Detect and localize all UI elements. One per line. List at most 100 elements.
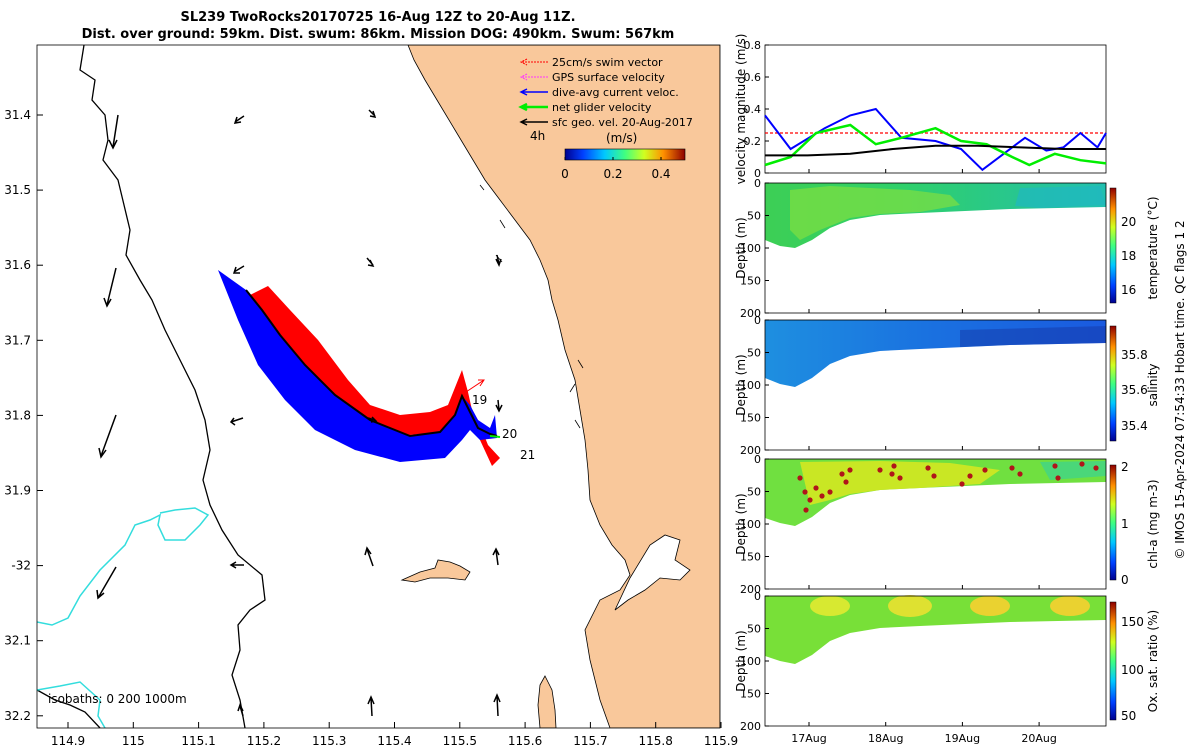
net-velocity-arrow [489,435,501,438]
chla-dot [847,467,853,473]
map-y-tick-label: 31.6 [4,258,31,272]
date-x-axis: 17Aug 18Aug 19Aug 20Aug [791,169,1057,745]
salinity-panel: 0 50 100 150 200 Depth (m) 35.8 35.6 35.4 sa… [734,314,1160,457]
temperature-colorbar [1109,187,1117,304]
velocity-y-tick-label: 0.4 [744,103,762,116]
depth-tick-label: 0 [754,590,761,603]
chla-dot [1093,465,1099,471]
chla-dot [1017,471,1023,477]
chla-y-label: Depth (m) [734,493,748,554]
oxygen-cbar-tick-100: 100 [1121,663,1144,677]
depth-tick-label: 200 [740,583,761,596]
depth-tick-label: 50 [747,486,761,499]
oxygen-cbar-tick-50: 50 [1121,709,1136,723]
chla-dot [839,471,845,477]
depth-tick-label: 150 [740,275,761,288]
depth-tick-label: 0 [754,453,761,466]
map-cbar-tick-label: 0.2 [603,167,622,181]
depth-tick-label: 200 [740,720,761,733]
temperature-cool-patch [1015,186,1106,208]
map-y-tick-label: 32.1 [4,634,31,648]
sfc-arrow [367,416,378,423]
map-y-tick-label: 31.4 [4,108,31,122]
legend-item-dive-avg: dive-avg current veloc. [519,86,679,99]
sfc-arrow [108,114,119,150]
map-y-tick-label: 31.8 [4,408,31,422]
title-line-2: Dist. over ground: 59km. Dist. swum: 86k… [82,27,675,42]
map-colorbar-title: (m/s) [606,131,637,145]
chla-cbar-label: chl-a (mg m-3) [1146,479,1160,568]
chla-panel: 0 50 100 150 200 Depth (m) 2 1 0 chl-a (mg m… [734,453,1160,596]
chla-cbar-tick-0: 0 [1121,573,1129,587]
chla-dot [925,465,931,471]
chla-dot [1079,461,1085,467]
temperature-y-axis: 0 50 100 150 200 [740,177,769,320]
map-colorbar-ticks: 0 0.2 0.4 [561,157,671,181]
chla-colorbar [1109,464,1117,581]
glider-track [218,270,501,466]
legend-dive-avg-label: dive-avg current veloc. [552,86,679,99]
legend-gps-arrow [519,73,548,81]
map-x-tick-label: 115.1 [181,734,215,748]
salinity-cbar-label: salinity [1146,363,1160,406]
oxygen-high-blob [970,596,1010,616]
map-y-tick-label: 32.2 [4,709,31,723]
map-frame [36,44,721,729]
chla-dot [843,479,849,485]
sfc-arrow [103,267,117,308]
oxygen-high-blob [888,595,932,617]
temperature-warm-patch [790,186,960,240]
chla-dot [802,489,808,495]
footer-credit: © IMOS 15-Apr-2024 07:54:33 Hobart time.… [1173,220,1187,559]
date-tick-label: 20Aug [1021,732,1056,745]
temperature-cbar-tick-18: 18 [1121,249,1136,263]
velocity-y-tick-label: 0.8 [744,39,762,52]
temperature-cbar-label: temperature (°C) [1146,197,1160,300]
chla-dot [827,489,833,495]
chla-y-axis: 0 50 100 150 200 [740,453,769,596]
oxygen-field [765,596,1106,664]
depth-tick-label: 50 [747,623,761,636]
sfc-arrow [237,703,244,717]
map-colorbar [564,148,686,161]
chla-dot [813,485,819,491]
dive-avg-current-swath [218,270,497,462]
day-label-21: 21 [520,448,535,462]
velocity-y-tick-label: 0.6 [744,71,762,84]
sfc-arrow [233,115,245,124]
isobath-200m [37,689,101,728]
salinity-cbar-tick-356: 35.6 [1121,383,1148,397]
depth-tick-label: 100 [740,242,761,255]
temperature-y-label: Depth (m) [734,217,748,278]
depth-tick-label: 150 [740,551,761,564]
sfc-arrow [367,695,375,717]
oxygen-cbar-tick-150: 150 [1121,615,1144,629]
sfc-arrow [229,417,244,426]
chla-cbar-tick-1: 1 [1121,517,1129,531]
date-tick-label: 19Aug [945,732,980,745]
gps-velocity-arrow [465,379,485,393]
map-y-tick-label: 31.9 [4,484,31,498]
chla-dot [807,497,813,503]
chla-dot [897,475,903,481]
isobath-0m [37,507,210,728]
map-x-tick-label: 115.6 [508,734,542,748]
velocity-series [764,107,1107,172]
garden-island [537,675,557,728]
chla-dot [877,467,883,473]
legend-sfc-label: sfc geo. vel. 20-Aug-2017 [552,116,693,129]
chla-dot [819,493,825,499]
chla-dot [982,467,988,473]
depth-tick-label: 150 [740,412,761,425]
land-mainland [407,45,720,728]
map-x-tick-label: 115.7 [573,734,607,748]
day-label-19: 19 [472,393,487,407]
map-x-tick-label: 115.9 [704,734,738,748]
oxygen-panel: 0 50 100 150 200 Depth (m) 150 100 50 Ox. sa… [734,590,1160,733]
depth-tick-label: 150 [740,688,761,701]
map-x-tick-label: 115.4 [377,734,411,748]
sfc-arrow [492,547,500,566]
chla-dot [889,471,895,477]
velocity-frame [764,44,1107,174]
